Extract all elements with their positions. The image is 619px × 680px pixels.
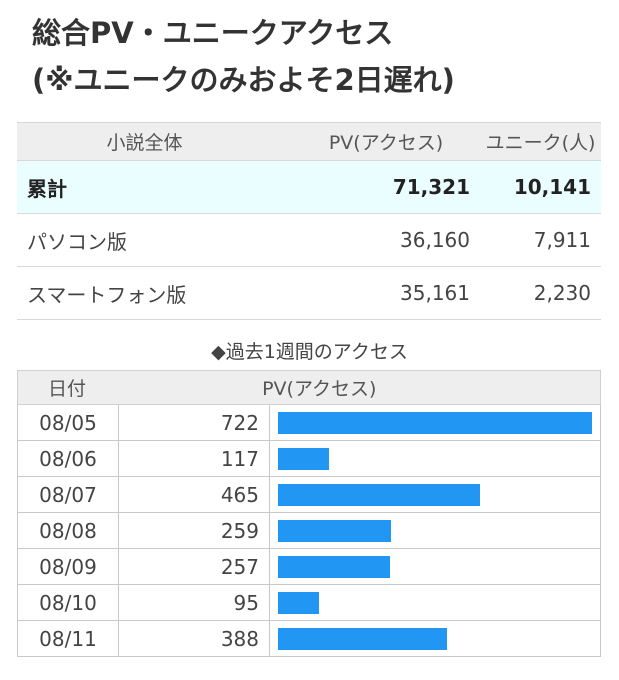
summary-row-unique: 10,141 <box>470 160 601 214</box>
pv-bar <box>278 447 329 470</box>
summary-header-row: 小説全体 PV(アクセス) ユニーク(人) <box>17 122 601 161</box>
row-bar-cell <box>269 548 601 585</box>
row-pv-value: 259 <box>118 512 270 549</box>
table-row: 08/09 257 <box>17 548 601 585</box>
table-row: 08/08 259 <box>17 512 601 549</box>
row-bar-cell <box>269 476 601 513</box>
summary-row-unique: 2,230 <box>470 266 601 320</box>
row-date: 08/11 <box>17 620 119 657</box>
row-pv-value: 117 <box>118 440 270 477</box>
row-date: 08/06 <box>17 440 119 477</box>
weekly-header-pv: PV(アクセス) <box>118 370 601 405</box>
summary-table: 小説全体 PV(アクセス) ユニーク(人) 累計 71,321 10,141 パ… <box>17 122 601 320</box>
row-bar-cell <box>269 440 601 477</box>
table-row: 08/05 722 <box>17 404 601 441</box>
summary-row-label: パソコン版 <box>17 213 272 267</box>
table-row: 08/07 465 <box>17 476 601 513</box>
summary-row-pc: パソコン版 36,160 7,911 <box>17 213 601 267</box>
pv-bar <box>278 627 447 650</box>
summary-row-total: 累計 71,321 10,141 <box>17 160 601 214</box>
row-bar-cell <box>269 512 601 549</box>
pv-bar <box>278 483 481 506</box>
page-title-line1: 総合PV・ユニークアクセス <box>32 16 394 50</box>
row-pv-value: 95 <box>118 584 270 621</box>
pv-bar <box>278 591 320 614</box>
row-bar-cell <box>269 620 601 657</box>
row-pv-value: 257 <box>118 548 270 585</box>
pv-bar <box>278 555 390 578</box>
row-bar-cell <box>269 404 601 441</box>
weekly-header-date: 日付 <box>17 370 119 405</box>
summary-row-unique: 7,911 <box>470 213 601 267</box>
row-date: 08/09 <box>17 548 119 585</box>
summary-row-pv: 71,321 <box>272 160 470 214</box>
row-date: 08/08 <box>17 512 119 549</box>
page-title-line2: (※ユニークのみおよそ2日遅れ) <box>32 63 455 97</box>
summary-header-unique: ユニーク(人) <box>470 122 601 161</box>
row-pv-value: 465 <box>118 476 270 513</box>
table-row: 08/10 95 <box>17 584 601 621</box>
summary-row-label: 累計 <box>17 160 272 214</box>
row-pv-value: 388 <box>118 620 270 657</box>
row-date: 08/05 <box>17 404 119 441</box>
pv-bar <box>278 411 592 434</box>
summary-row-smartphone: スマートフォン版 35,161 2,230 <box>17 266 601 320</box>
row-date: 08/07 <box>17 476 119 513</box>
row-bar-cell <box>269 584 601 621</box>
summary-row-label: スマートフォン版 <box>17 266 272 320</box>
table-row: 08/06 117 <box>17 440 601 477</box>
weekly-section-title: ◆過去1週間のアクセス <box>211 341 408 363</box>
summary-header-pv: PV(アクセス) <box>272 122 470 161</box>
summary-row-pv: 36,160 <box>272 213 470 267</box>
weekly-header-row: 日付 PV(アクセス) <box>17 370 601 405</box>
table-row: 08/11 388 <box>17 620 601 657</box>
weekly-access-table: 日付 PV(アクセス) 08/05 722 08/06 117 08/07 46… <box>17 370 601 657</box>
summary-header-novel: 小説全体 <box>17 122 272 161</box>
summary-row-pv: 35,161 <box>272 266 470 320</box>
row-pv-value: 722 <box>118 404 270 441</box>
row-date: 08/10 <box>17 584 119 621</box>
page-title: 総合PV・ユニークアクセス (※ユニークのみおよそ2日遅れ) <box>32 10 455 104</box>
pv-bar <box>278 519 391 542</box>
